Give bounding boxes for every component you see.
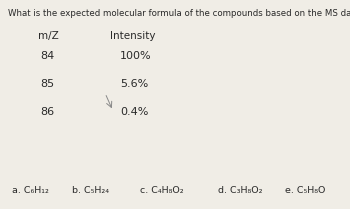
Text: 85: 85 [40, 79, 54, 89]
Text: 5.6%: 5.6% [120, 79, 148, 89]
Text: Intensity: Intensity [110, 31, 155, 41]
Text: What is the expected molecular formula of the compounds based on the MS data giv: What is the expected molecular formula o… [8, 9, 350, 18]
Text: 84: 84 [40, 51, 54, 61]
Text: e. C₅H₈O: e. C₅H₈O [285, 186, 326, 195]
Text: 0.4%: 0.4% [120, 107, 148, 117]
Text: a. C₆H₁₂: a. C₆H₁₂ [12, 186, 49, 195]
Text: d. C₃H₈O₂: d. C₃H₈O₂ [218, 186, 262, 195]
Text: 86: 86 [40, 107, 54, 117]
Text: m/Z: m/Z [38, 31, 59, 41]
Text: 100%: 100% [120, 51, 152, 61]
Text: b. C₅H₂₄: b. C₅H₂₄ [72, 186, 109, 195]
Text: c. C₄H₈O₂: c. C₄H₈O₂ [140, 186, 184, 195]
